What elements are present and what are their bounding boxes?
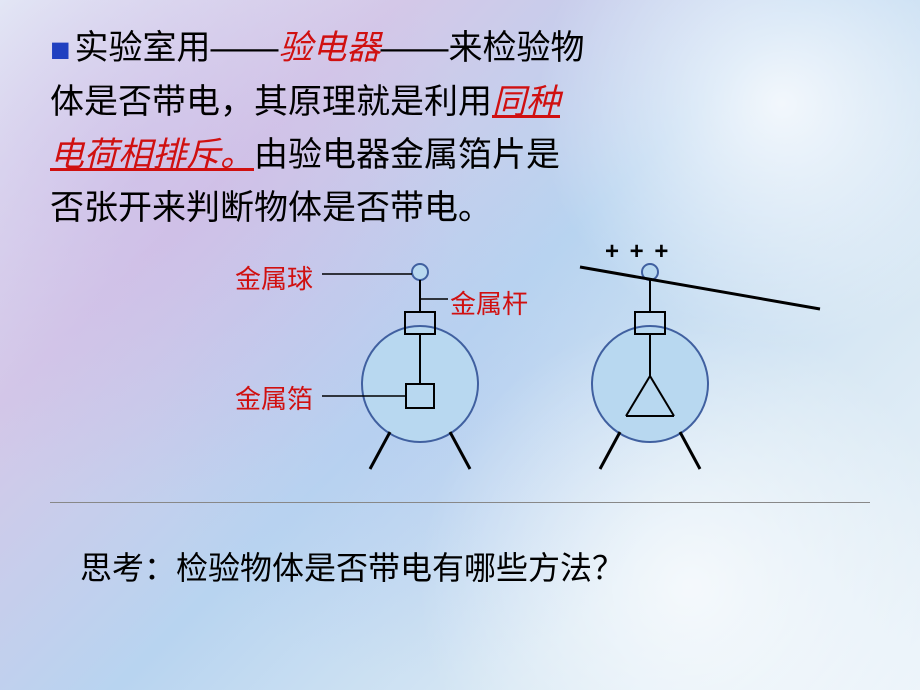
text-2a: 体是否带电，其原理就是利用	[50, 83, 492, 121]
electroscope-diagram: 金属球 金属杆 金属箔 + + + + +	[50, 244, 870, 494]
electroscope-svg	[50, 244, 870, 494]
bullet-icon: ■	[50, 24, 71, 77]
text-4: 否张开来判断物体是否带电。	[50, 189, 492, 227]
text-3a: 电荷相排斥。	[50, 136, 254, 174]
text-1a: 实验室用——	[75, 29, 279, 67]
question-text: 思考：检验物体是否带电有哪些方法？	[50, 543, 870, 589]
divider	[50, 502, 870, 503]
text-1b: 验电器	[279, 29, 381, 67]
text-1c: ——来检验物	[381, 29, 585, 67]
text-2b: 同种	[492, 83, 560, 121]
main-paragraph: ■实验室用——验电器——来检验物 体是否带电，其原理就是利用同种 电荷相排斥。由…	[50, 22, 870, 234]
text-3b: 由验电器金属箔片是	[254, 136, 560, 174]
